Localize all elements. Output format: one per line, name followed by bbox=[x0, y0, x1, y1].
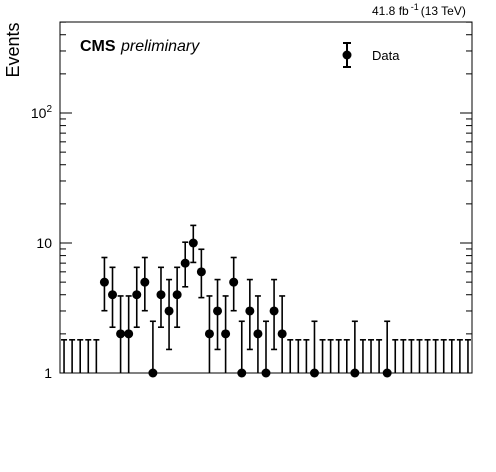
data-point bbox=[164, 278, 174, 351]
data-marker bbox=[124, 329, 134, 339]
data-marker bbox=[164, 306, 174, 316]
data-point bbox=[400, 339, 407, 373]
data-marker bbox=[116, 329, 126, 339]
data-point bbox=[61, 339, 68, 373]
plot-frame bbox=[59, 21, 473, 374]
data-point bbox=[229, 256, 239, 312]
data-point bbox=[456, 339, 463, 373]
data-marker bbox=[99, 277, 109, 287]
cms-label: CMS bbox=[80, 38, 116, 55]
data-series bbox=[61, 224, 471, 378]
data-point bbox=[382, 320, 392, 378]
luminosity-label: 41.8 fb -1 (13 TeV) bbox=[372, 2, 466, 18]
legend-entry-data: Data bbox=[372, 48, 400, 63]
data-marker bbox=[213, 306, 223, 316]
data-marker bbox=[277, 329, 287, 339]
data-point bbox=[253, 295, 263, 373]
data-point bbox=[424, 339, 431, 373]
data-point bbox=[287, 339, 294, 373]
legend-marker bbox=[342, 50, 352, 60]
data-point bbox=[93, 339, 100, 373]
y-tick-label: 102 bbox=[31, 104, 53, 121]
data-point bbox=[69, 339, 76, 373]
data-point bbox=[277, 295, 287, 373]
data-marker bbox=[204, 329, 214, 339]
data-point bbox=[196, 248, 206, 299]
data-point bbox=[124, 295, 134, 373]
data-point bbox=[350, 320, 360, 378]
y-axis: 1 10 102 bbox=[31, 21, 472, 381]
data-marker bbox=[382, 368, 392, 378]
data-point bbox=[237, 320, 247, 378]
data-point bbox=[99, 256, 109, 312]
y-tick-label: 1 bbox=[44, 365, 52, 381]
data-point bbox=[156, 266, 166, 329]
data-point bbox=[335, 339, 342, 373]
data-marker bbox=[180, 258, 190, 268]
data-point bbox=[140, 256, 150, 312]
y-axis-title: Events bbox=[3, 22, 23, 77]
data-point bbox=[440, 339, 447, 373]
data-point bbox=[432, 339, 439, 373]
data-marker bbox=[253, 329, 263, 339]
data-point bbox=[295, 339, 302, 373]
data-point bbox=[359, 339, 366, 373]
data-point bbox=[180, 241, 190, 288]
data-marker bbox=[156, 290, 166, 300]
data-point bbox=[261, 320, 271, 378]
data-marker bbox=[229, 277, 239, 287]
data-point bbox=[269, 278, 279, 351]
data-point bbox=[172, 266, 182, 329]
data-marker bbox=[140, 277, 150, 287]
data-marker bbox=[172, 290, 182, 300]
data-point bbox=[116, 295, 126, 373]
data-point bbox=[376, 339, 383, 373]
preliminary-label: preliminary bbox=[120, 38, 200, 55]
data-marker bbox=[221, 329, 231, 339]
data-point bbox=[245, 278, 255, 351]
data-marker bbox=[269, 306, 279, 316]
data-marker bbox=[108, 290, 118, 300]
data-marker bbox=[132, 290, 142, 300]
data-point bbox=[148, 320, 158, 378]
data-point bbox=[303, 339, 310, 373]
data-point bbox=[213, 278, 223, 351]
data-point bbox=[108, 266, 118, 329]
legend: Data bbox=[342, 42, 400, 68]
data-marker bbox=[148, 368, 158, 378]
data-marker bbox=[188, 238, 198, 248]
data-point bbox=[132, 266, 142, 329]
data-point bbox=[408, 339, 415, 373]
data-point bbox=[343, 339, 350, 373]
data-marker bbox=[261, 368, 271, 378]
data-point bbox=[416, 339, 423, 373]
data-marker bbox=[196, 267, 206, 277]
y-tick-label: 10 bbox=[36, 235, 52, 251]
data-point bbox=[204, 295, 214, 373]
data-point bbox=[327, 339, 334, 373]
data-point bbox=[448, 339, 455, 373]
data-point bbox=[77, 339, 84, 373]
data-point bbox=[221, 295, 231, 373]
data-point bbox=[319, 339, 326, 373]
data-point bbox=[188, 224, 198, 264]
data-point bbox=[368, 339, 375, 373]
data-marker bbox=[245, 306, 255, 316]
data-marker bbox=[309, 368, 319, 378]
data-point bbox=[85, 339, 92, 373]
data-point bbox=[392, 339, 399, 373]
data-point bbox=[309, 320, 319, 378]
data-marker bbox=[350, 368, 360, 378]
data-marker bbox=[237, 368, 247, 378]
data-point bbox=[464, 339, 471, 373]
